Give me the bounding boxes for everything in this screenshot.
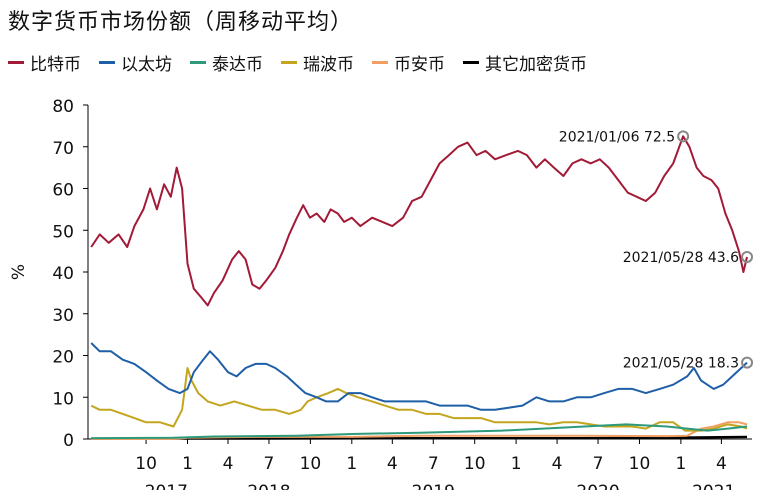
legend-label: 瑞波币 xyxy=(303,54,354,75)
x-tick-label: 10 xyxy=(135,454,157,474)
legend-item: 其它加密货币 xyxy=(463,50,587,75)
x-tick-label: 7 xyxy=(593,454,604,474)
legend-item: 瑞波币 xyxy=(281,50,354,75)
x-year-label: 2018 xyxy=(247,482,290,490)
x-tick-label: 1 xyxy=(346,454,357,474)
x-year-label: 2020 xyxy=(576,482,619,490)
x-tick-label: 4 xyxy=(223,454,234,474)
y-tick-label: 0 xyxy=(63,431,74,451)
x-tick-label: 4 xyxy=(387,454,398,474)
legend-swatch xyxy=(463,60,479,64)
annotation-label: 2021/05/28 43.6 xyxy=(623,250,739,266)
legend-label: 币安币 xyxy=(394,54,445,75)
legend-label: 泰达币 xyxy=(212,54,263,75)
y-tick-label: 60 xyxy=(52,181,74,201)
y-tick-label: 50 xyxy=(52,222,74,242)
legend-swatch xyxy=(8,60,24,64)
legend-label: 其它加密货币 xyxy=(485,54,587,75)
annotation-label: 2021/05/28 18.3 xyxy=(623,356,739,372)
legend-swatch xyxy=(281,60,297,64)
annotation-marker xyxy=(677,130,690,143)
legend-item: 以太坊 xyxy=(99,50,172,75)
legend-label: 比特币 xyxy=(30,54,81,75)
series-line xyxy=(91,423,748,440)
x-year-label: 2021 xyxy=(692,482,735,490)
x-tick-label: 1 xyxy=(182,454,193,474)
series-line xyxy=(90,367,748,432)
x-year-label: 2019 xyxy=(412,482,455,490)
legend-swatch xyxy=(99,60,115,64)
x-tick-label: 1 xyxy=(675,454,686,474)
y-tick-label: 20 xyxy=(52,348,74,368)
legend-item: 比特币 xyxy=(8,50,81,75)
legend: 比特币 以太坊 泰达币 瑞波币 币安币 其它加密货币 xyxy=(8,48,605,76)
annotation-label: 2021/01/06 72.5 xyxy=(559,129,675,145)
series-line xyxy=(90,342,748,411)
x-tick-label: 7 xyxy=(428,454,439,474)
x-tick-label: 10 xyxy=(300,454,322,474)
x-year-label: 2017 xyxy=(145,482,188,490)
legend-item: 泰达币 xyxy=(190,50,263,75)
x-tick-label: 7 xyxy=(264,454,275,474)
y-tick-label: 30 xyxy=(52,306,74,326)
x-tick-label: 10 xyxy=(629,454,651,474)
legend-swatch xyxy=(190,60,206,64)
annotation-marker xyxy=(741,356,754,369)
annotation-marker xyxy=(741,250,754,263)
x-tick-label: 4 xyxy=(552,454,563,474)
x-tick-label: 10 xyxy=(464,454,486,474)
legend-item: 币安币 xyxy=(372,50,445,75)
y-tick-label: 80 xyxy=(52,97,74,117)
chart-title: 数字货币市场份额（周移动平均） xyxy=(8,10,354,35)
series-line xyxy=(91,435,748,440)
y-tick-label: 70 xyxy=(52,139,74,159)
legend-swatch xyxy=(372,60,388,64)
y-tick-label: 40 xyxy=(52,264,74,284)
y-axis-label: % xyxy=(9,264,29,280)
x-tick-label: 4 xyxy=(716,454,727,474)
series-line xyxy=(90,135,748,307)
x-tick-label: 1 xyxy=(511,454,522,474)
y-tick-label: 10 xyxy=(52,389,74,409)
legend-label: 以太坊 xyxy=(121,54,172,75)
